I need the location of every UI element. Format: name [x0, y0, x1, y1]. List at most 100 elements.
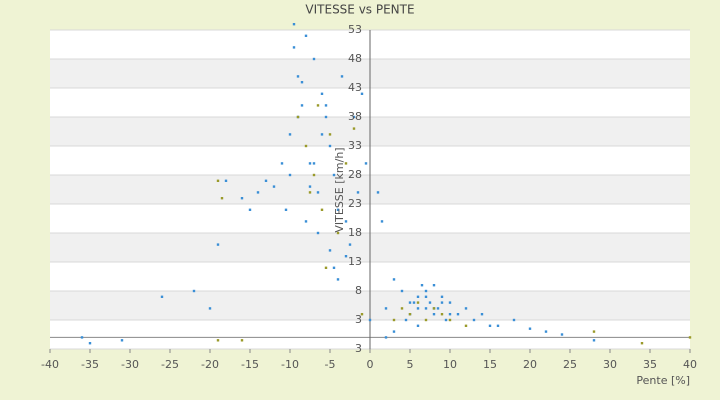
y-tick-label: 13 [348, 255, 362, 268]
point [192, 289, 196, 293]
point [248, 208, 252, 211]
point [424, 289, 428, 293]
point [320, 92, 324, 95]
point [412, 301, 416, 304]
point [312, 173, 316, 177]
point [336, 208, 340, 211]
y-tick-label: 43 [348, 81, 362, 94]
point [408, 301, 412, 304]
point [312, 57, 316, 61]
point [216, 339, 220, 342]
point [376, 191, 380, 194]
point [592, 339, 596, 342]
point [416, 307, 420, 310]
point [448, 313, 452, 316]
point [216, 243, 220, 246]
point [448, 318, 452, 322]
point [328, 144, 332, 148]
point [432, 284, 436, 287]
point [512, 318, 516, 322]
point [432, 313, 436, 316]
point [80, 336, 84, 339]
point [240, 339, 244, 342]
point [688, 336, 692, 339]
point [464, 324, 468, 327]
y-tick-label: 3 [355, 313, 362, 326]
y-tick-label: 33 [348, 139, 362, 152]
x-tick-label: -25 [161, 358, 179, 371]
point [392, 318, 396, 322]
chart-title: VITESSE vs PENTE [305, 3, 414, 17]
point [272, 185, 276, 188]
point [352, 127, 356, 130]
point [544, 330, 548, 333]
point [296, 75, 300, 78]
point [304, 34, 308, 37]
point [264, 179, 268, 182]
point [424, 318, 428, 322]
x-tick-label: 0 [367, 358, 374, 371]
point [392, 278, 396, 281]
point [256, 191, 260, 194]
point [224, 179, 228, 182]
point [444, 318, 448, 322]
point [308, 185, 312, 188]
point [300, 104, 304, 107]
point [560, 333, 564, 336]
x-tick-label: -15 [241, 358, 259, 371]
point [440, 295, 444, 298]
x-tick-label: 10 [443, 358, 457, 371]
point [324, 266, 328, 269]
x-tick-label: -35 [81, 358, 99, 371]
point [416, 324, 420, 327]
y-tick-label: 23 [348, 197, 362, 210]
point [324, 115, 328, 119]
x-tick-label: 40 [683, 358, 697, 371]
x-tick-label: 15 [483, 358, 497, 371]
point [288, 133, 292, 136]
point [528, 327, 532, 330]
point [328, 133, 332, 136]
point [280, 162, 284, 165]
point [420, 284, 424, 287]
point [292, 46, 296, 49]
point [496, 324, 500, 327]
point [336, 231, 340, 235]
point [592, 330, 596, 333]
y-tick-label: 8 [355, 284, 362, 297]
point [436, 307, 440, 310]
point [400, 307, 404, 310]
point [392, 330, 396, 333]
x-tick-label: -5 [325, 358, 336, 371]
point [320, 208, 324, 211]
x-tick-label: -10 [281, 358, 299, 371]
point [416, 301, 420, 304]
point [384, 307, 388, 310]
point [380, 220, 384, 223]
point [400, 289, 404, 293]
x-tick-label: 5 [407, 358, 414, 371]
point [320, 133, 324, 136]
point [424, 307, 428, 310]
point [220, 197, 224, 200]
point [352, 115, 356, 119]
point [304, 220, 308, 223]
point [316, 191, 320, 194]
y-tick-label: 28 [348, 168, 362, 181]
x-tick-label: 30 [603, 358, 617, 371]
point [360, 92, 364, 95]
point [480, 313, 484, 316]
point [344, 220, 348, 223]
point [448, 301, 452, 304]
y-axis-title: VITESSE [km/h] [333, 147, 346, 232]
y-tick-label: 53 [348, 23, 362, 36]
point [348, 243, 352, 246]
point [488, 324, 492, 327]
point [316, 104, 320, 107]
point [424, 295, 428, 298]
point [300, 81, 304, 84]
point [368, 318, 372, 322]
point [428, 301, 432, 304]
point [432, 307, 436, 310]
point [408, 313, 412, 316]
